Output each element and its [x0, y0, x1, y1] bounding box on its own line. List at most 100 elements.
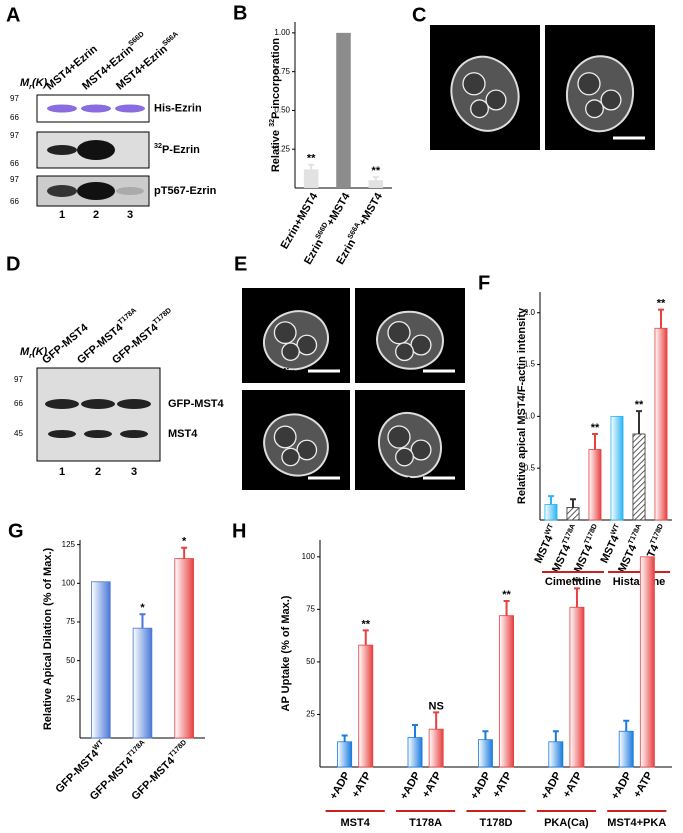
band — [47, 185, 77, 197]
bar — [174, 558, 194, 739]
mr-label-part: M — [20, 77, 30, 89]
y-tick-label: 0.50 — [274, 106, 290, 115]
panel-letter: F — [478, 272, 490, 294]
cell-lumen — [273, 321, 297, 345]
mr-label-part: (K) — [32, 346, 48, 358]
significance: ** — [372, 165, 381, 177]
series-label: +ADP — [468, 770, 493, 802]
bar — [569, 606, 585, 768]
series-label: +ATP — [350, 770, 374, 800]
lane-number: 2 — [93, 209, 99, 221]
band — [81, 104, 111, 113]
significance: * — [182, 536, 187, 548]
x-tick-label: MST4+PKA — [607, 817, 666, 829]
x-tick-label: T178A — [409, 817, 442, 829]
y-axis-label: AP Uptake (% of Max.) — [280, 595, 292, 711]
lane-number: 3 — [127, 209, 133, 221]
cell-lumen — [395, 447, 414, 467]
band — [117, 399, 151, 409]
marker-label: 66 — [14, 399, 23, 408]
panel-letter: E — [234, 253, 247, 275]
cell-lumen — [470, 99, 489, 119]
x-tick-label-part: Ezrin — [302, 237, 326, 267]
image-title-part: T178D — [440, 394, 461, 402]
cell-lumen — [296, 439, 318, 461]
error-bar — [139, 613, 146, 629]
y-tick-label: 25 — [66, 694, 75, 703]
lane-label-part: T178D — [151, 306, 173, 326]
bar — [610, 415, 624, 521]
bar — [544, 504, 558, 521]
bar — [368, 180, 384, 188]
blot-label-part: pT567-Ezrin — [154, 185, 217, 197]
panel-letter: G — [8, 520, 24, 542]
blot-label: His-Ezrin — [154, 102, 202, 114]
blot-label-part: 32 — [154, 142, 162, 150]
x-tick-label-part: MST4 — [550, 542, 574, 574]
x-tick-label-part: T178A — [126, 738, 147, 759]
series-label: +ATP — [490, 770, 514, 800]
y-tick-label: 1.00 — [274, 28, 290, 37]
y-tick-label: 75 — [306, 604, 315, 613]
x-tick-label-part: MST4 — [598, 533, 622, 565]
group-label: Histamine — [613, 576, 666, 588]
error-bar — [592, 432, 598, 450]
bar — [428, 728, 444, 768]
y-tick-label: 50 — [66, 656, 75, 665]
image-title-part: T178A — [440, 292, 461, 300]
band — [47, 104, 77, 113]
series-label: +ATP — [631, 770, 655, 800]
error-bar — [372, 176, 379, 181]
marker-label: 66 — [10, 197, 19, 206]
significance: ** — [573, 576, 582, 588]
x-tick-label-part: MST4 — [616, 542, 640, 574]
y-tick-label: 125 — [62, 540, 76, 549]
series-label: +ADP — [609, 770, 634, 802]
error-bar — [308, 163, 315, 170]
error-bar — [362, 629, 369, 646]
image-caption: Histamine — [359, 474, 412, 486]
bar — [588, 449, 602, 521]
marker-label: 97 — [10, 131, 19, 140]
band — [77, 140, 115, 160]
x-tick-label: T178D — [479, 817, 512, 829]
significance: ** — [591, 422, 600, 434]
y-tick-label: 25 — [306, 710, 315, 719]
significance: ** — [307, 153, 316, 165]
image-tag: d′ — [360, 396, 371, 408]
band — [81, 399, 115, 409]
panel-letter: H — [232, 520, 246, 542]
mr-label-part: M — [20, 346, 30, 358]
series-label: +ATP — [420, 770, 444, 800]
significance: ** — [502, 589, 511, 601]
image-title-part: MST4 — [410, 294, 440, 306]
series-label: +ADP — [328, 770, 353, 802]
series-label: +ADP — [539, 770, 564, 802]
blot-label: pT567-Ezrin — [154, 185, 217, 197]
image-title-part: MST4 — [295, 294, 325, 306]
x-tick-label-part: WT — [609, 522, 621, 536]
bar — [548, 741, 564, 768]
cell-lumen — [273, 425, 297, 449]
bar — [91, 581, 111, 739]
image-title-part: T178D — [325, 394, 346, 402]
significance: ** — [361, 618, 370, 630]
x-tick-label: MST4T178D — [570, 523, 604, 575]
image-title-part: MST4 — [507, 31, 537, 43]
significance: ** — [635, 399, 644, 411]
error-bar — [181, 546, 188, 559]
bar — [499, 615, 514, 768]
group-label: Cimetidine — [545, 576, 601, 588]
y-tick-label: 0.75 — [274, 67, 290, 76]
error-bar — [482, 730, 489, 740]
band — [120, 430, 148, 438]
bar — [477, 739, 493, 768]
significance: NS — [429, 700, 444, 712]
mr-label-part: r — [29, 83, 33, 91]
image-title: MST4T178D — [295, 394, 346, 408]
band — [47, 145, 77, 155]
image-tag: a′ — [435, 31, 445, 43]
bar — [566, 507, 580, 521]
lane-number: 2 — [95, 466, 101, 478]
